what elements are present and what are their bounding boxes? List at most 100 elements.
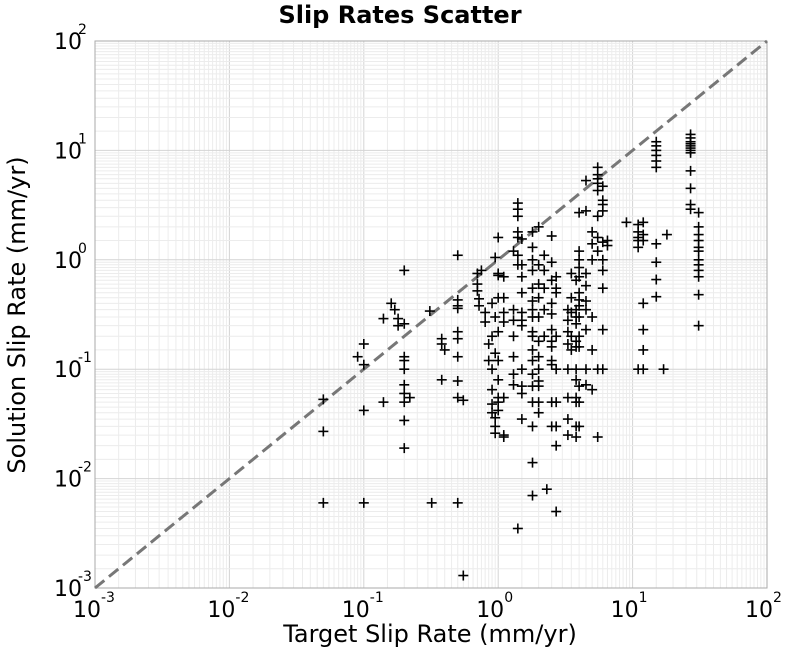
data-point [580, 364, 591, 375]
data-point [516, 414, 527, 425]
data-point [592, 432, 603, 443]
data-point [493, 270, 504, 281]
data-point [638, 235, 649, 246]
data-point [693, 207, 704, 218]
data-point [516, 364, 527, 375]
data-point [508, 379, 519, 390]
data-point [452, 351, 463, 362]
data-point [533, 397, 544, 408]
y-tick-label-base: 10 [54, 468, 82, 493]
data-point [693, 271, 704, 282]
data-point [512, 211, 523, 222]
data-point [458, 395, 469, 406]
data-point [318, 394, 329, 405]
data-point [493, 374, 504, 385]
data-point [602, 240, 613, 251]
data-point [508, 304, 519, 315]
data-point [651, 274, 662, 285]
data-point [580, 379, 591, 390]
x-tick-label: 10 1 [611, 590, 648, 623]
y-tick-label-exponent: -3 [78, 569, 92, 585]
data-point [571, 364, 582, 375]
data-point [318, 497, 329, 508]
data-point [592, 232, 603, 243]
data-point [533, 259, 544, 270]
data-point [587, 238, 598, 249]
data-point [512, 523, 523, 534]
data-point [527, 490, 538, 501]
data-point [378, 313, 389, 324]
data-point [452, 250, 463, 261]
data-point [490, 348, 501, 359]
x-tick-label-exponent: 1 [639, 590, 648, 606]
data-point [527, 457, 538, 468]
data-point [580, 304, 591, 315]
data-point [358, 405, 369, 416]
data-point [597, 205, 608, 216]
data-point [574, 421, 585, 432]
data-point [527, 296, 538, 307]
data-point [498, 307, 509, 318]
x-tick-label: 10 -1 [342, 590, 384, 623]
data-point [546, 359, 557, 370]
data-point [516, 233, 527, 244]
data-point [508, 331, 519, 342]
data-point [527, 265, 538, 276]
data-point [487, 364, 498, 375]
data-point [487, 399, 498, 410]
data-point [487, 331, 498, 342]
data-point [597, 254, 608, 265]
data-point [508, 315, 519, 326]
data-point [574, 246, 585, 257]
data-point [592, 246, 603, 257]
y-tick-label: 10-3 [54, 569, 92, 602]
data-point [546, 298, 557, 309]
data-point [551, 271, 562, 282]
data-point [592, 185, 603, 196]
data-point [551, 397, 562, 408]
data-point [527, 344, 538, 355]
data-point [476, 265, 487, 276]
data-point [527, 226, 538, 237]
data-point [533, 381, 544, 392]
data-point [393, 320, 404, 331]
data-point [487, 407, 498, 418]
y-tick-label-base: 10 [54, 249, 82, 274]
data-point [546, 308, 557, 319]
data-point [651, 257, 662, 268]
y-axis-label: Solution Slip Rate (mm/yr) [3, 156, 31, 473]
data-point [508, 369, 519, 380]
data-point [404, 392, 415, 403]
data-point [498, 392, 509, 403]
data-point [597, 283, 608, 294]
y-tick-label: 10-1 [54, 350, 92, 383]
grid [94, 41, 767, 589]
data-point [651, 238, 662, 249]
data-point [658, 364, 669, 375]
y-tick-label-base: 10 [54, 30, 82, 55]
x-tick-label-base: 10 [611, 598, 639, 623]
data-point [490, 421, 501, 432]
data-point [498, 432, 509, 443]
x-tick-label-base: 10 [342, 598, 370, 623]
data-point [318, 426, 329, 437]
data-point [546, 231, 557, 242]
x-tick-label: 10 0 [476, 590, 513, 623]
data-point [580, 280, 591, 291]
y-tick-label-exponent: 0 [78, 241, 87, 257]
data-point [580, 324, 591, 335]
data-point [571, 318, 582, 329]
data-point [378, 397, 389, 408]
data-point [533, 351, 544, 362]
data-point [452, 303, 463, 314]
y-tick-label-base: 10 [54, 139, 82, 164]
data-point [498, 271, 509, 282]
data-point [571, 374, 582, 385]
data-point [472, 285, 483, 296]
x-tick-label: 10 -2 [207, 590, 249, 623]
data-point [633, 242, 644, 253]
data-points [318, 129, 704, 581]
data-point [527, 331, 538, 342]
data-point [358, 359, 369, 370]
